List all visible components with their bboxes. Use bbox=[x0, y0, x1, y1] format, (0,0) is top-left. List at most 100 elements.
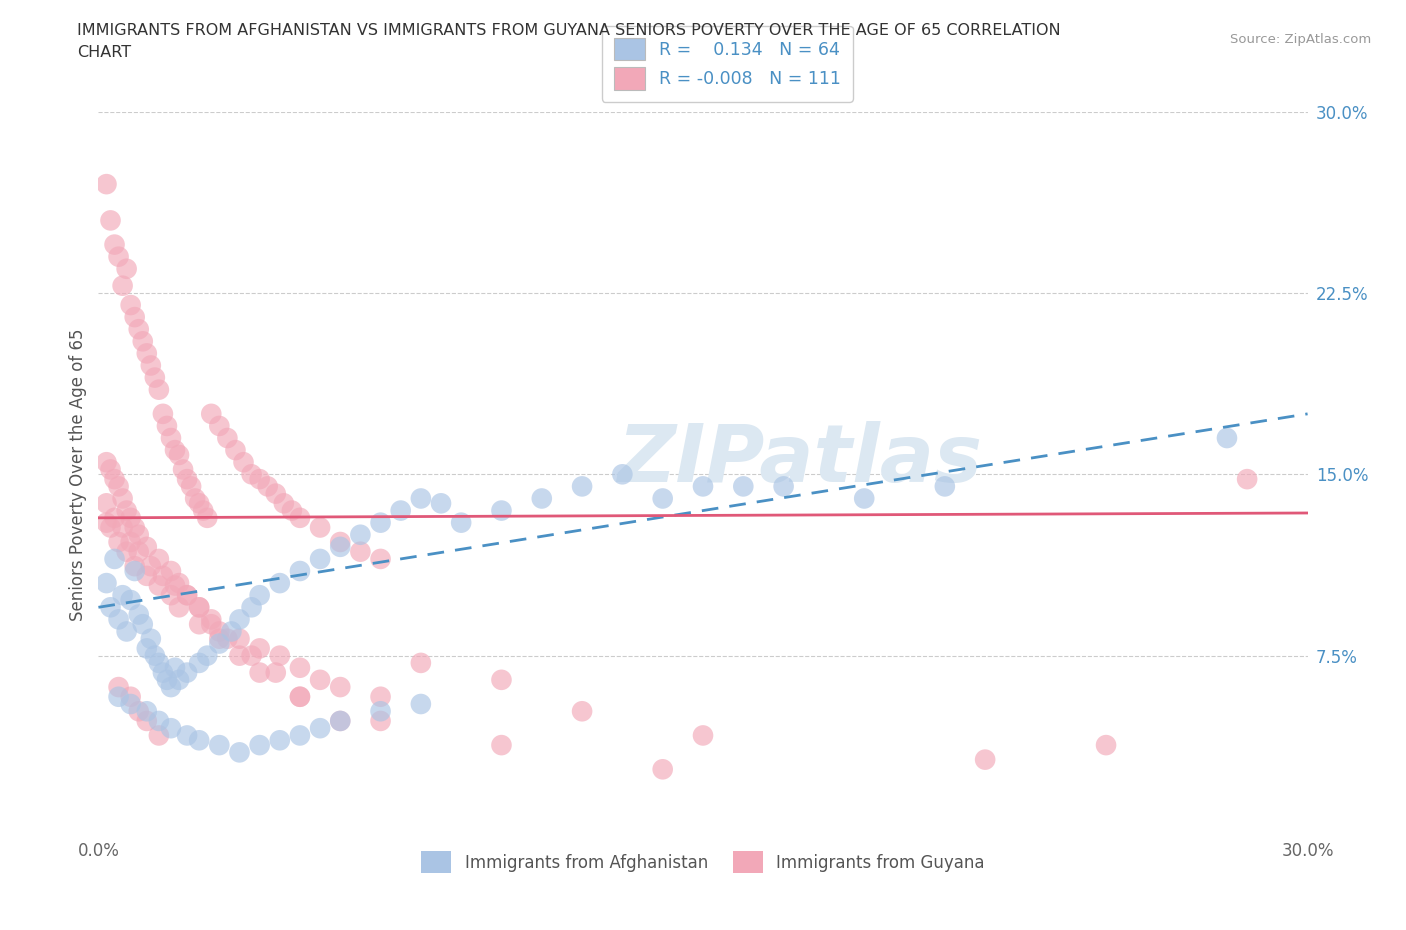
Point bbox=[249, 737, 271, 752]
Point bbox=[135, 346, 157, 361]
Point bbox=[309, 721, 332, 736]
Point bbox=[143, 370, 166, 385]
Point bbox=[772, 479, 794, 494]
Point bbox=[249, 665, 271, 680]
Point bbox=[249, 472, 271, 486]
Point bbox=[571, 479, 593, 494]
Point bbox=[692, 479, 714, 494]
Point bbox=[167, 576, 190, 591]
Point bbox=[176, 728, 198, 743]
Point bbox=[651, 491, 673, 506]
Point bbox=[180, 479, 202, 494]
Point bbox=[195, 511, 218, 525]
Point bbox=[217, 631, 239, 646]
Point bbox=[221, 624, 243, 639]
Point bbox=[430, 496, 453, 511]
Point bbox=[96, 177, 118, 192]
Text: ZIPatlas: ZIPatlas bbox=[617, 420, 983, 498]
Point bbox=[188, 600, 211, 615]
Point bbox=[228, 745, 250, 760]
Point bbox=[491, 503, 513, 518]
Point bbox=[132, 617, 155, 631]
Point bbox=[176, 588, 198, 603]
Point bbox=[934, 479, 956, 494]
Point bbox=[128, 527, 150, 542]
Text: Source: ZipAtlas.com: Source: ZipAtlas.com bbox=[1230, 33, 1371, 46]
Point bbox=[264, 665, 287, 680]
Point bbox=[370, 515, 392, 530]
Legend: Immigrants from Afghanistan, Immigrants from Guyana: Immigrants from Afghanistan, Immigrants … bbox=[415, 844, 991, 880]
Point bbox=[329, 535, 352, 550]
Point bbox=[120, 689, 142, 704]
Point bbox=[107, 680, 129, 695]
Point bbox=[128, 704, 150, 719]
Point bbox=[288, 660, 311, 675]
Point bbox=[120, 535, 142, 550]
Point bbox=[115, 261, 138, 276]
Point bbox=[148, 728, 170, 743]
Point bbox=[163, 660, 186, 675]
Point bbox=[107, 535, 129, 550]
Point bbox=[160, 431, 183, 445]
Point bbox=[329, 539, 352, 554]
Point bbox=[163, 443, 186, 458]
Point bbox=[273, 496, 295, 511]
Point bbox=[160, 588, 183, 603]
Point bbox=[329, 713, 352, 728]
Point bbox=[120, 511, 142, 525]
Point bbox=[160, 564, 183, 578]
Point bbox=[288, 564, 311, 578]
Point bbox=[107, 612, 129, 627]
Point bbox=[135, 713, 157, 728]
Point bbox=[370, 704, 392, 719]
Point bbox=[139, 631, 162, 646]
Point bbox=[349, 544, 371, 559]
Point bbox=[240, 467, 263, 482]
Point bbox=[96, 496, 118, 511]
Point bbox=[264, 486, 287, 501]
Point bbox=[148, 713, 170, 728]
Point bbox=[96, 455, 118, 470]
Point bbox=[103, 237, 125, 252]
Point bbox=[156, 418, 179, 433]
Point bbox=[240, 600, 263, 615]
Point bbox=[128, 607, 150, 622]
Point bbox=[288, 728, 311, 743]
Point bbox=[409, 491, 432, 506]
Point bbox=[107, 249, 129, 264]
Point bbox=[389, 503, 412, 518]
Point bbox=[269, 648, 291, 663]
Point bbox=[195, 648, 218, 663]
Point bbox=[132, 334, 155, 349]
Point bbox=[156, 672, 179, 687]
Point bbox=[107, 479, 129, 494]
Point bbox=[249, 588, 271, 603]
Point bbox=[103, 511, 125, 525]
Point bbox=[281, 503, 304, 518]
Point bbox=[349, 527, 371, 542]
Text: CHART: CHART bbox=[77, 45, 131, 60]
Point bbox=[124, 564, 146, 578]
Point bbox=[208, 631, 231, 646]
Point bbox=[139, 559, 162, 574]
Point bbox=[111, 588, 134, 603]
Point bbox=[103, 472, 125, 486]
Point bbox=[120, 298, 142, 312]
Point bbox=[409, 656, 432, 671]
Point bbox=[288, 511, 311, 525]
Point bbox=[200, 617, 222, 631]
Point bbox=[974, 752, 997, 767]
Point bbox=[124, 559, 146, 574]
Point bbox=[370, 713, 392, 728]
Point bbox=[167, 672, 190, 687]
Point bbox=[208, 418, 231, 433]
Point bbox=[184, 491, 207, 506]
Point bbox=[100, 520, 122, 535]
Point bbox=[200, 406, 222, 421]
Point bbox=[172, 462, 194, 477]
Point bbox=[309, 520, 332, 535]
Point bbox=[135, 704, 157, 719]
Point bbox=[370, 551, 392, 566]
Point bbox=[103, 551, 125, 566]
Point bbox=[208, 624, 231, 639]
